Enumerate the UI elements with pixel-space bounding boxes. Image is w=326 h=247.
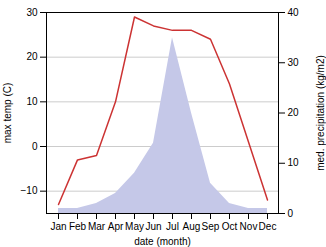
svg-text:Aug: Aug [183,221,201,232]
svg-text:date (month): date (month) [134,236,191,247]
svg-text:Oct: Oct [222,221,238,232]
svg-text:−10: −10 [21,185,38,196]
svg-text:Apr: Apr [108,221,124,232]
svg-text:0: 0 [32,141,38,152]
svg-text:Sep: Sep [202,221,220,232]
svg-text:Jul: Jul [166,221,179,232]
svg-text:10: 10 [288,157,300,168]
svg-text:Feb: Feb [69,221,87,232]
svg-text:40: 40 [288,7,300,18]
svg-text:max temp (C): max temp (C) [2,83,13,144]
svg-text:Nov: Nov [240,221,258,232]
svg-text:10: 10 [26,96,38,107]
svg-text:Jun: Jun [145,221,161,232]
svg-text:0: 0 [288,208,294,219]
svg-text:20: 20 [288,107,300,118]
svg-text:Mar: Mar [88,221,106,232]
svg-text:30: 30 [288,57,300,68]
svg-text:20: 20 [26,51,38,62]
svg-text:Dec: Dec [259,221,277,232]
svg-text:med. precipitation (kg/m2): med. precipitation (kg/m2) [315,55,326,171]
svg-text:Jan: Jan [50,221,66,232]
svg-text:May: May [125,221,144,232]
svg-text:30: 30 [26,7,38,18]
